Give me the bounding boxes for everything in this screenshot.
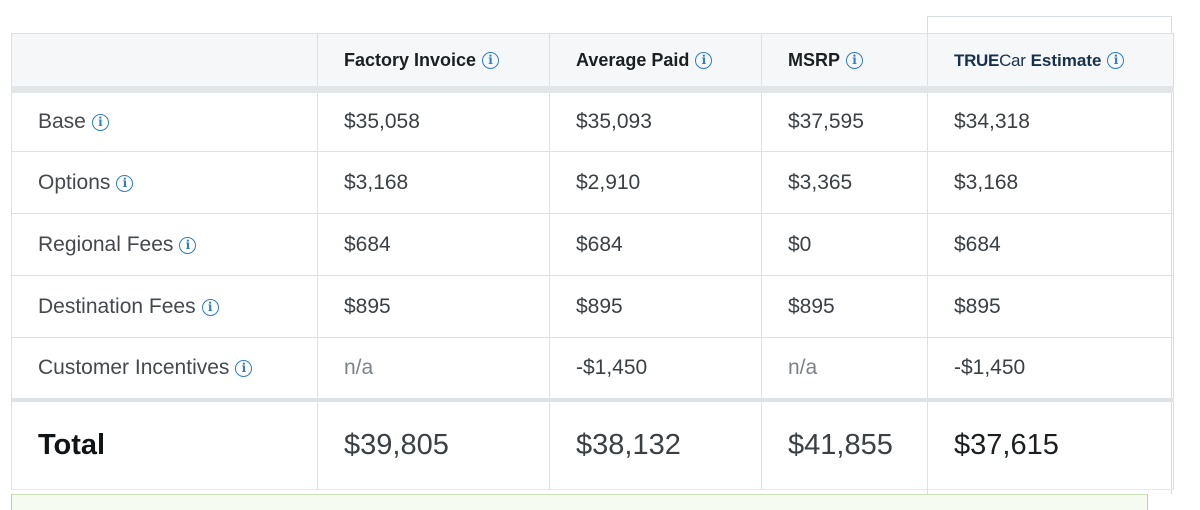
info-icon[interactable]: i bbox=[91, 114, 109, 131]
footer-panel bbox=[11, 494, 1148, 510]
table-cell: $35,093 bbox=[549, 89, 762, 152]
row-label: Base i bbox=[11, 89, 318, 152]
header-label: Average Paid bbox=[576, 49, 690, 70]
header-label: MSRP bbox=[788, 49, 841, 70]
row-label: Options i bbox=[11, 151, 318, 214]
row-label: Regional Fees i bbox=[11, 213, 318, 276]
table-cell: -$1,450 bbox=[549, 337, 762, 402]
total-label: Total bbox=[11, 399, 318, 490]
table-cell: $3,168 bbox=[927, 151, 1174, 214]
info-icon[interactable]: i bbox=[695, 51, 713, 69]
row-label: Customer Incentives i bbox=[11, 337, 318, 402]
info-icon[interactable]: i bbox=[235, 359, 253, 377]
table-cell: $2,910 bbox=[549, 151, 762, 214]
total-cell: $41,855 bbox=[761, 399, 928, 490]
table-row-destination-fees: Destination Fees i $895 $895 $895 $895 bbox=[11, 275, 1174, 338]
header-label: Factory Invoice bbox=[344, 49, 477, 70]
table-header-row: Factory Invoice i Average Paid i MSRP i TRU… bbox=[11, 33, 1174, 93]
table-cell: $3,168 bbox=[317, 151, 550, 214]
table-cell: $35,058 bbox=[317, 89, 550, 152]
table-cell: -$1,450 bbox=[927, 337, 1174, 402]
info-icon[interactable]: i bbox=[846, 51, 864, 69]
table-cell: $684 bbox=[927, 213, 1174, 276]
table-cell: $3,365 bbox=[761, 151, 928, 214]
table-cell: $34,318 bbox=[927, 89, 1174, 152]
table-cell: $895 bbox=[317, 275, 550, 338]
info-icon[interactable]: i bbox=[179, 236, 197, 254]
truecar-logo: TRUECar bbox=[954, 50, 1026, 70]
total-cell: $39,805 bbox=[317, 399, 550, 490]
table-cell: $895 bbox=[549, 275, 762, 338]
table-cell: $895 bbox=[927, 275, 1174, 338]
header-empty-cell bbox=[11, 33, 318, 93]
header-average-paid: Average Paid i bbox=[549, 33, 762, 93]
table-cell: $684 bbox=[317, 213, 550, 276]
info-icon[interactable]: i bbox=[482, 51, 500, 69]
table-cell: $895 bbox=[761, 275, 928, 338]
table-cell: $37,595 bbox=[761, 89, 928, 152]
table-cell: $0 bbox=[761, 213, 928, 276]
row-label: Destination Fees i bbox=[11, 275, 318, 338]
info-icon[interactable]: i bbox=[116, 174, 134, 192]
header-truecar-estimate: TRUECar Estimate i bbox=[927, 33, 1174, 93]
header-label: Estimate bbox=[1030, 50, 1102, 70]
table-cell: n/a bbox=[317, 337, 550, 402]
table-row-total: Total $39,805 $38,132 $41,855 $37,615 bbox=[11, 399, 1174, 490]
price-comparison-table: Factory Invoice i Average Paid i MSRP i TRU… bbox=[11, 33, 1174, 490]
info-icon[interactable]: i bbox=[1107, 51, 1125, 69]
table-row-options: Options i $3,168 $2,910 $3,365 $3,168 bbox=[11, 151, 1174, 214]
table-row-regional-fees: Regional Fees i $684 $684 $0 $684 bbox=[11, 213, 1174, 276]
total-cell: $38,132 bbox=[549, 399, 762, 490]
table-row-customer-incentives: Customer Incentives i n/a -$1,450 n/a -$1… bbox=[11, 337, 1174, 402]
header-factory-invoice: Factory Invoice i bbox=[317, 33, 550, 93]
header-msrp: MSRP i bbox=[761, 33, 928, 93]
table-cell: n/a bbox=[761, 337, 928, 402]
info-icon[interactable]: i bbox=[201, 298, 219, 316]
total-cell: $37,615 bbox=[927, 399, 1174, 490]
table-row-base: Base i $35,058 $35,093 $37,595 $34,318 bbox=[11, 89, 1174, 152]
table-cell: $684 bbox=[549, 213, 762, 276]
